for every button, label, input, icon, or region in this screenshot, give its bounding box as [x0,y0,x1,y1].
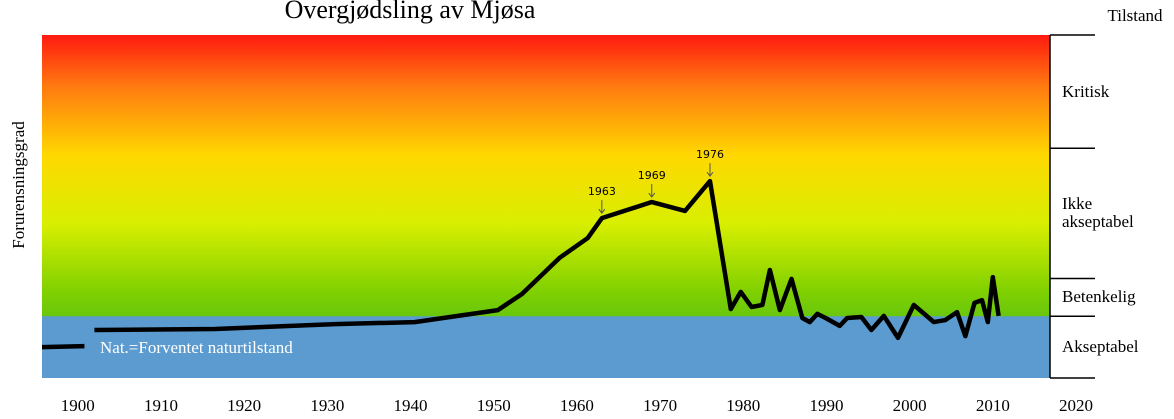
y-axis-label: Forurensningsgrad [9,121,28,249]
annotation-arrow [706,163,714,177]
x-tick-label: 1920 [227,396,261,415]
x-tick-label: 2020 [1059,396,1093,415]
x-tick-label: 1930 [310,396,344,415]
x-tick-label: 1900 [61,396,95,415]
chart-title: Overgjødsling av Mjøsa [285,0,536,24]
x-tick-label: 1910 [144,396,178,415]
annotation: 1969 [638,169,666,182]
x-tick-label: 1960 [560,396,594,415]
x-tick-label: 1970 [643,396,677,415]
x-tick-label: 2010 [976,396,1010,415]
annotation: 1976 [696,148,724,161]
x-tick-label: 1990 [809,396,843,415]
natural-label: Nat.=Forventet naturtilstand [100,338,293,357]
natural-band [42,316,1050,378]
x-tick-label: 2000 [893,396,927,415]
annotation-arrow [648,184,656,198]
zone-label: Ikke akseptabel [1062,194,1134,232]
annotation-arrow [598,200,606,214]
zone-header: Tilstand [1107,6,1163,25]
annotation: 1963 [588,185,616,198]
zone-label: Akseptabel [1062,337,1139,357]
x-tick-label: 1950 [477,396,511,415]
x-tick-label: 1980 [726,396,760,415]
x-tick-label: 1940 [394,396,428,415]
data-line [41,178,1001,350]
zone-label: Betenkelig [1062,287,1136,307]
zone-label: Kritisk [1062,81,1110,101]
